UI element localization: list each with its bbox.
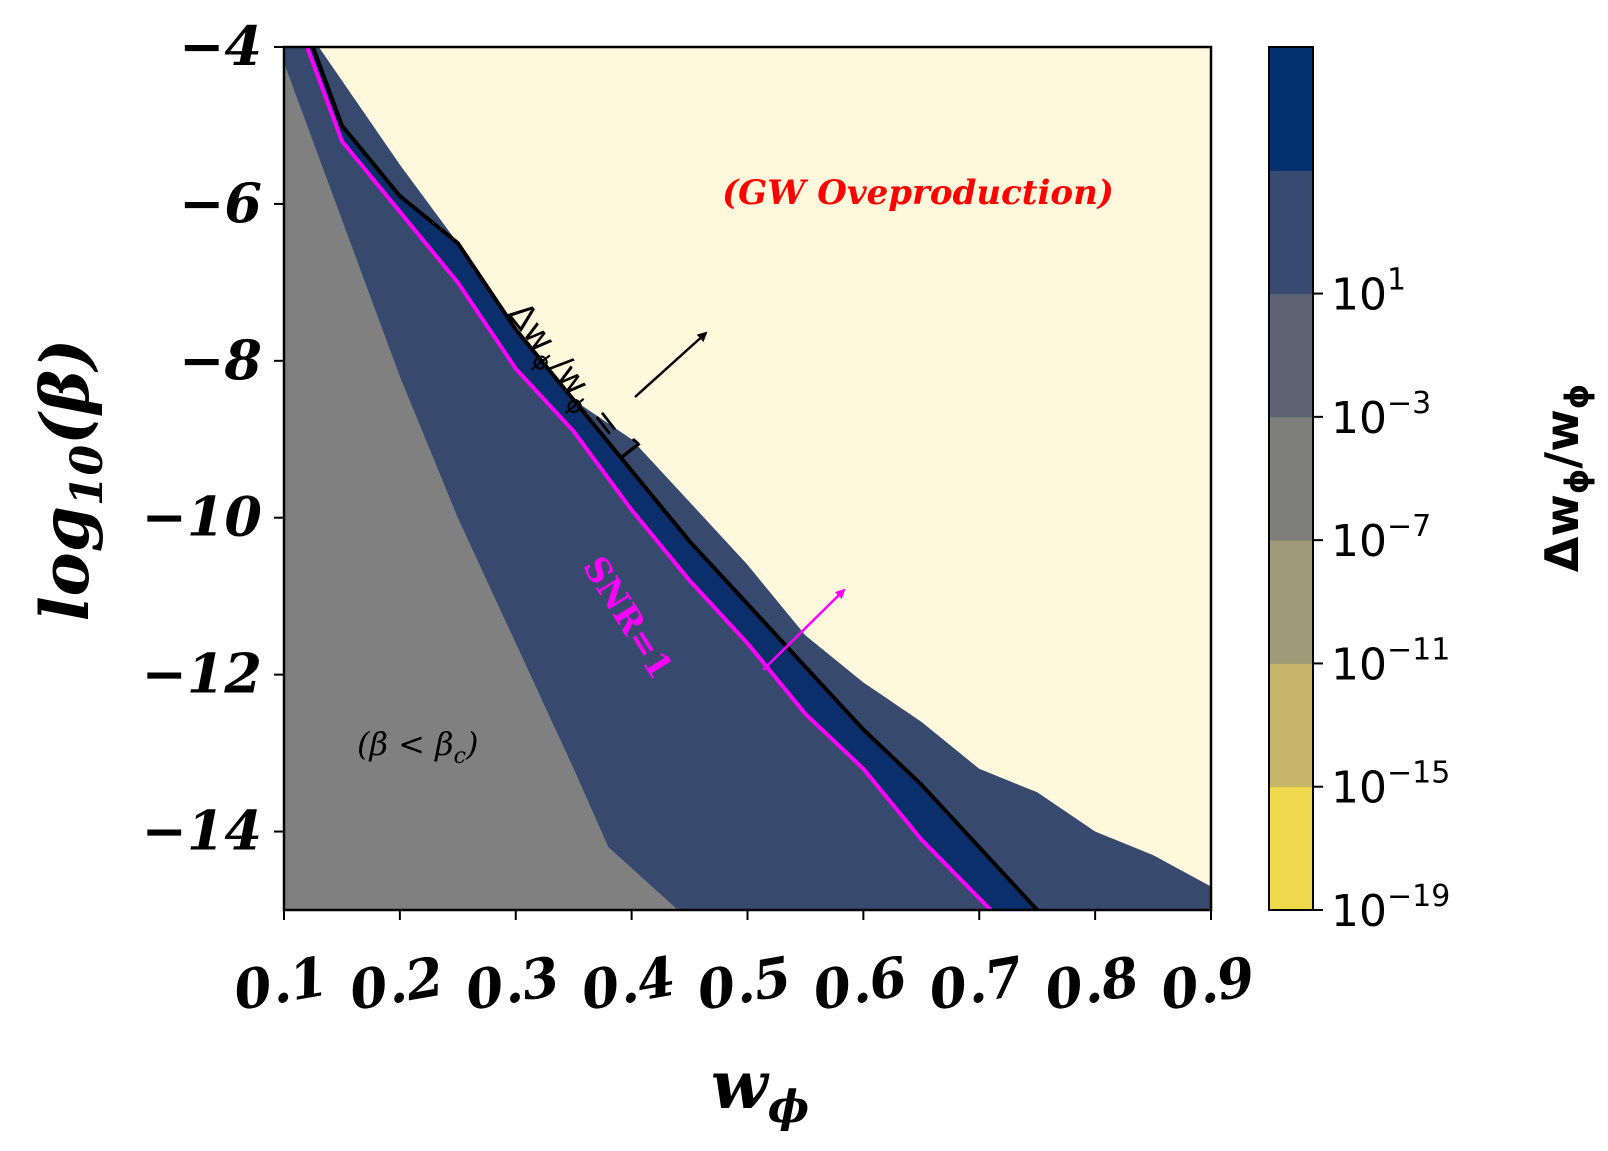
colorbar-band <box>1269 170 1313 295</box>
x-axis-label: wϕ <box>711 1046 809 1133</box>
colorbar <box>1269 47 1313 911</box>
critical-annotation: (β < βc) <box>357 725 478 769</box>
colorbar-tick-label: 101 <box>1331 263 1406 321</box>
y-axis-label: log10(β) <box>26 339 113 622</box>
colorbar-tick-label: 10−11 <box>1331 632 1450 690</box>
critical-region <box>284 47 678 910</box>
colorbar-tick-label: 10−7 <box>1331 509 1431 567</box>
series-snr-line <box>305 47 993 910</box>
series-delta-line <box>311 47 1039 910</box>
y-tick-label: −10 <box>142 485 262 549</box>
colorbar-label: Δwϕ/wϕ <box>1535 384 1596 572</box>
plot-area <box>284 47 1211 910</box>
colorbar-band <box>1269 663 1313 788</box>
x-tick-label: 0.1 <box>229 944 333 1023</box>
x-tick-label: 0.5 <box>692 944 796 1023</box>
colorbar-tick-label: 10−3 <box>1331 386 1431 444</box>
overproduction-annotation: (GW Oveproduction) <box>722 173 1114 213</box>
x-axis: 0.1 0.2 0.3 0.4 0.5 0.6 0.7 0.8 0.9 <box>229 910 1260 1023</box>
colorbar-frame <box>1268 46 1314 911</box>
snr-arrow <box>762 588 846 671</box>
colorbar-band <box>1269 293 1313 418</box>
colorbar-band <box>1269 47 1313 171</box>
y-tick-label: −12 <box>142 642 262 706</box>
colorbar-band <box>1269 786 1313 911</box>
colorbar-ticks: 10−19 10−15 10−11 10−7 10−3 101 <box>1313 263 1450 937</box>
y-axis: −4 −6 −8 −10 −12 −14 <box>142 14 284 863</box>
colorbar-tick-label: 10−15 <box>1331 756 1450 814</box>
colorbar-band <box>1269 416 1313 541</box>
x-tick-label: 0.7 <box>924 944 1028 1023</box>
colorbar-band <box>1269 540 1313 664</box>
x-tick-label: 0.6 <box>808 944 912 1023</box>
x-tick-label: 0.3 <box>461 944 565 1023</box>
x-tick-label: 0.8 <box>1040 944 1144 1023</box>
y-tick-label: −6 <box>179 171 262 235</box>
x-tick-label: 0.4 <box>577 944 681 1023</box>
x-tick-label: 0.9 <box>1156 944 1260 1023</box>
x-tick-label: 0.2 <box>345 944 449 1023</box>
colorbar-tick-label: 10−19 <box>1331 879 1450 937</box>
y-tick-label: −4 <box>179 14 262 78</box>
y-tick-label: −14 <box>142 799 262 863</box>
y-tick-label: −8 <box>179 328 262 392</box>
delta-arrow <box>634 331 708 398</box>
